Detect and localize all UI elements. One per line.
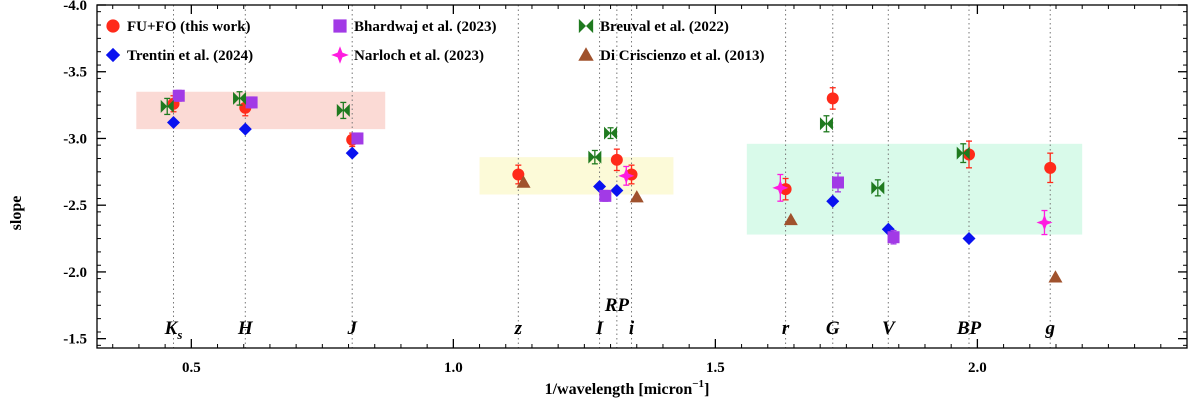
y-tick-label: -3.5 xyxy=(63,65,87,81)
axis-ticks: 0.5 1.0 1.5 2.0 -1.5 -2.0 -2.5 -3.0 -3.5 -4.0 xyxy=(63,0,1188,376)
legend-item-1: FU+FO (this work) xyxy=(106,19,251,35)
legend-label: FU+FO (this work) xyxy=(127,19,251,35)
data-point xyxy=(831,176,844,189)
x-tick-label: 1.0 xyxy=(444,360,463,376)
band-label-H: H xyxy=(237,318,254,339)
legend-marker xyxy=(333,19,347,33)
plot-frame xyxy=(96,4,1188,349)
band-label-G: G xyxy=(826,318,840,339)
data-point xyxy=(887,231,900,244)
data-point xyxy=(819,117,833,131)
data-point xyxy=(599,189,612,202)
data-point xyxy=(871,181,885,195)
legend-label: Narloch et al. (2023) xyxy=(354,48,484,64)
data-point xyxy=(345,146,359,160)
y-tick-label: -2.5 xyxy=(63,198,87,214)
band-label-V: V xyxy=(882,318,896,339)
band-label-z: z xyxy=(514,318,523,339)
band-label-J: J xyxy=(346,318,357,339)
data-point xyxy=(1048,270,1063,283)
highlight-regions xyxy=(136,91,1083,235)
highlight-region-3 xyxy=(746,143,1083,235)
band-label-RP: RP xyxy=(604,295,630,316)
legend-label: Breuval et al. (2022) xyxy=(600,19,729,35)
data-point xyxy=(826,194,840,208)
data-point xyxy=(233,91,247,105)
y-tick-label: -3.0 xyxy=(63,131,87,147)
legend-marker xyxy=(331,46,349,64)
plot-axes xyxy=(96,4,1188,349)
legend-marker xyxy=(578,47,594,61)
series-3 xyxy=(172,89,900,245)
legend-label: Di Criscienzo et al. (2013) xyxy=(600,48,765,64)
series-4 xyxy=(618,165,1053,236)
data-point xyxy=(167,115,181,129)
data-point xyxy=(512,168,525,181)
band-label-r: r xyxy=(782,318,790,339)
data-point xyxy=(336,103,350,117)
data-point xyxy=(772,179,789,196)
data-point xyxy=(516,175,531,188)
legend-marker xyxy=(578,18,594,34)
x-tick-label: 1.5 xyxy=(706,360,725,376)
y-tick-label: -1.5 xyxy=(63,332,87,348)
data-point xyxy=(610,184,624,198)
band-label-g: g xyxy=(1044,318,1055,339)
legend: FU+FO (this work) Bhardwaj et al. (2023) B… xyxy=(105,18,765,64)
legend-item-5: Breuval et al. (2022) xyxy=(578,18,729,35)
highlight-region-2 xyxy=(479,157,674,195)
data-point xyxy=(238,122,252,136)
data-point xyxy=(826,92,839,105)
data-point xyxy=(593,180,607,194)
series-5 xyxy=(160,91,970,197)
series-6 xyxy=(516,175,1063,283)
legend-item-2: Trentin et al. (2024) xyxy=(105,47,253,64)
data-point xyxy=(629,190,644,203)
data-points xyxy=(160,87,1063,283)
y-axis-title: slope xyxy=(8,196,25,231)
data-point xyxy=(1044,161,1057,174)
band-label-i: i xyxy=(629,318,635,339)
series-2 xyxy=(167,115,976,246)
legend-item-3: Bhardwaj et al. (2023) xyxy=(333,19,497,35)
band-label-K: Ks xyxy=(164,318,183,342)
y-tick-label: -2.0 xyxy=(63,265,87,281)
x-axis-title: 1/wavelength [micron−1] xyxy=(545,378,710,398)
data-point xyxy=(588,150,602,164)
data-point xyxy=(1036,214,1053,231)
band-label-I: I xyxy=(595,318,604,339)
data-point xyxy=(351,132,364,145)
x-tick-label: 2.0 xyxy=(968,360,987,376)
data-point xyxy=(604,126,618,140)
data-point xyxy=(160,99,174,113)
data-point xyxy=(610,153,623,166)
legend-label: Bhardwaj et al. (2023) xyxy=(354,19,497,35)
legend-marker xyxy=(106,19,120,33)
legend-item-4: Narloch et al. (2023) xyxy=(331,46,484,64)
legend-label: Trentin et al. (2024) xyxy=(127,48,253,64)
data-point xyxy=(245,96,258,109)
x-tick-label: 0.5 xyxy=(182,360,201,376)
legend-item-6: Di Criscienzo et al. (2013) xyxy=(578,47,765,64)
data-point xyxy=(618,167,635,184)
band-label-BP: BP xyxy=(956,318,982,339)
legend-marker xyxy=(105,47,121,63)
data-point xyxy=(783,212,798,226)
data-point xyxy=(172,89,185,102)
data-point xyxy=(956,146,970,160)
data-point xyxy=(962,232,976,246)
y-tick-label: -4.0 xyxy=(63,0,87,14)
